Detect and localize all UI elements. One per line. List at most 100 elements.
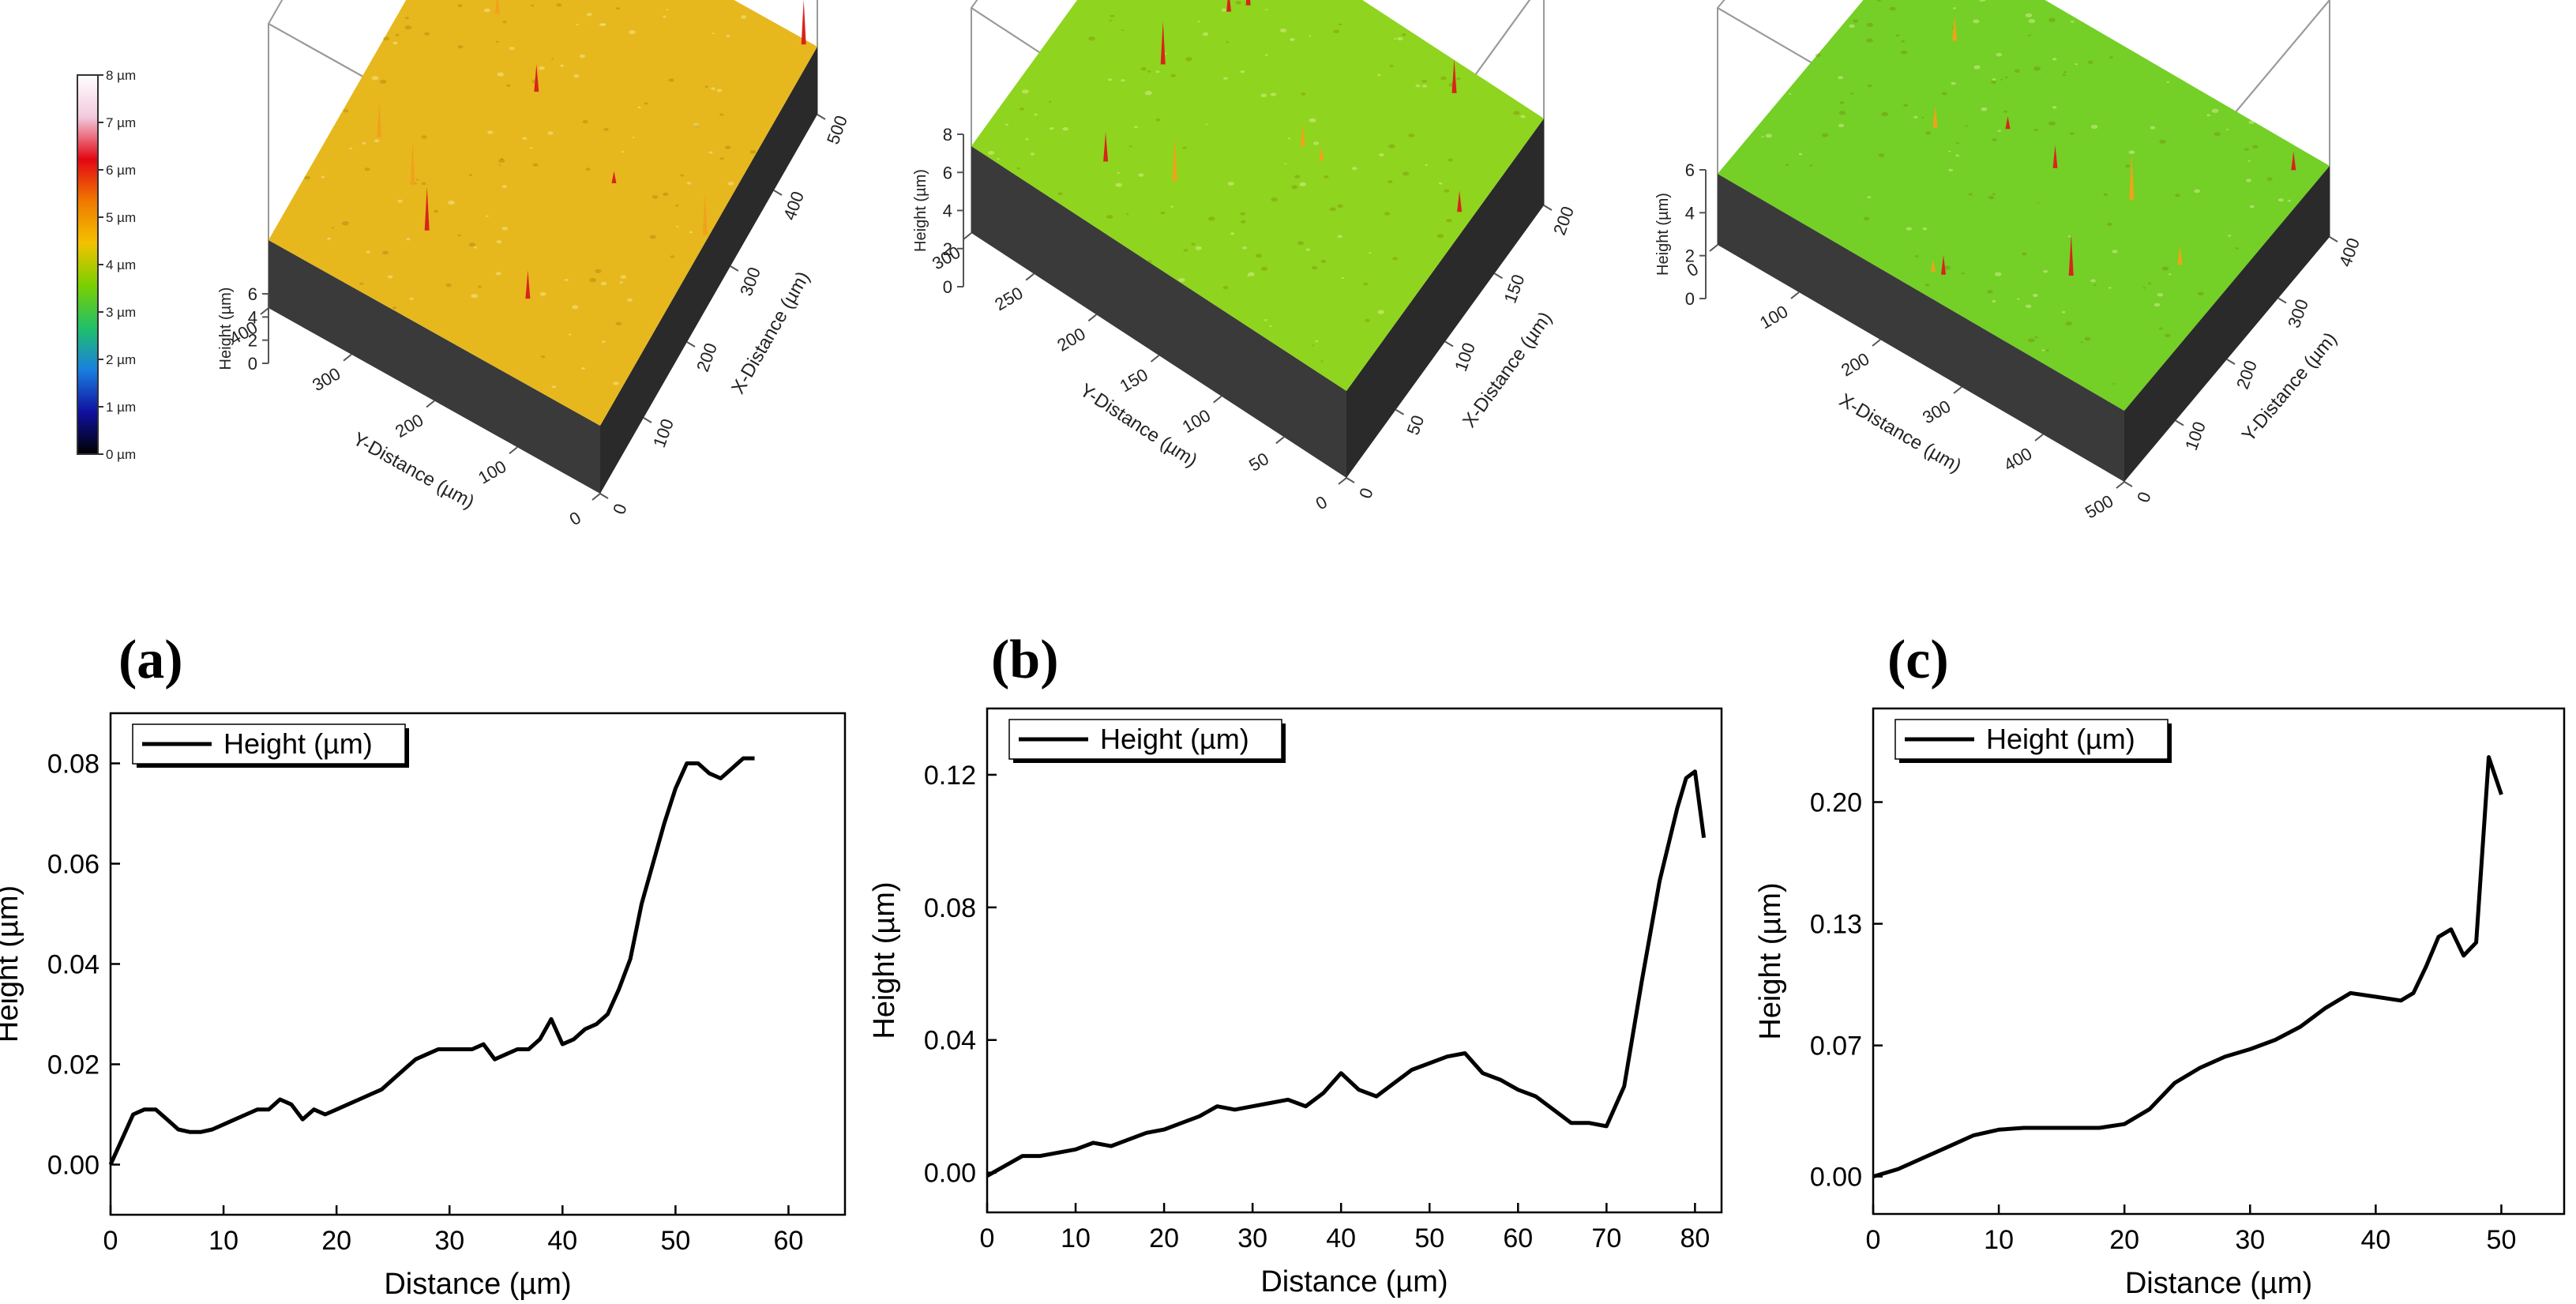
surface-speck: [1850, 92, 1854, 95]
surface-speck: [2025, 13, 2033, 17]
surface-speck: [1394, 38, 1397, 40]
surface-speck: [652, 195, 659, 199]
surface-peak: [525, 270, 531, 299]
right-axis-tick-label: 500: [823, 113, 851, 147]
surface-speck: [1973, 65, 1981, 70]
left-axis-tick-label: 200: [1053, 324, 1088, 355]
surface-speck: [2150, 126, 2156, 130]
surface-speck: [572, 305, 579, 310]
surface-texture: [304, 0, 806, 389]
surface-speck: [675, 204, 679, 207]
surface-speck: [666, 9, 669, 11]
surface-speck: [1208, 216, 1215, 221]
surface-speck: [2063, 71, 2067, 73]
surface-speck: [670, 255, 675, 258]
surface-speck: [421, 182, 426, 186]
right-axis-tick-label: 100: [649, 416, 678, 450]
x-tick-label: 0: [1866, 1225, 1881, 1255]
surface-peak: [1160, 21, 1166, 65]
surface-speck: [603, 128, 609, 131]
surface-speck: [2033, 66, 2041, 71]
surface-speck: [1397, 36, 1403, 41]
surface-peak: [1172, 135, 1177, 182]
right-axis-tick: [2175, 419, 2184, 427]
surface-speck: [2014, 69, 2020, 73]
surface-speck: [602, 23, 606, 26]
height-axis-label: Height (µm): [217, 287, 235, 370]
surface-speck: [404, 17, 410, 20]
surface-speck: [2067, 235, 2072, 238]
surface-side-wall-right: [600, 47, 817, 494]
surface-speck: [392, 306, 397, 310]
surface-speck: [1765, 133, 1773, 138]
surface-peak: [1300, 123, 1305, 146]
surface-speck: [1868, 85, 1872, 88]
surface-speck: [382, 250, 389, 255]
surface-speck: [540, 355, 546, 359]
surface-speck: [1914, 255, 1919, 257]
right-axis-tick: [1346, 477, 1355, 483]
x-tick-label: 0: [103, 1226, 118, 1256]
colorbar-tick-label: 7 µm: [106, 115, 136, 130]
surface-speck: [343, 109, 349, 113]
surface-speck: [2084, 336, 2091, 341]
surface-speck: [445, 283, 452, 287]
surface-speck: [2093, 284, 2097, 286]
colorbar-scale: [77, 74, 99, 455]
surface-speck: [2061, 310, 2066, 314]
surface-speck: [539, 66, 545, 70]
surface-peak: [2129, 152, 2135, 200]
surface-speck: [2108, 56, 2113, 59]
surface-speck: [1320, 259, 1327, 264]
surface-speck: [615, 7, 620, 10]
surface-speck: [1436, 234, 1444, 239]
right-axis-tick-label: 200: [693, 340, 721, 374]
left-axis-tick: [1872, 339, 1881, 347]
surface-speck: [556, 3, 562, 7]
surface-speck: [2168, 273, 2172, 276]
surface-speck: [1838, 76, 1844, 80]
surface-speck: [1991, 81, 1996, 85]
right-axis-tick: [773, 190, 783, 196]
surface-speck: [1925, 131, 1932, 135]
y-axis-label: Height (µm): [0, 885, 24, 1043]
surface-speck: [501, 185, 507, 189]
surface-speck: [1269, 325, 1272, 328]
surface-speck: [2070, 21, 2075, 23]
surface-speck: [1311, 265, 1318, 270]
surface-speck: [2244, 148, 2249, 151]
x-tick-label: 50: [2487, 1225, 2517, 1255]
surface-speck: [404, 25, 412, 30]
surface-speck: [1421, 85, 1428, 88]
surface-speck: [532, 163, 539, 167]
surface-speck: [1363, 282, 1369, 286]
surface-speck: [629, 30, 636, 35]
surface-peak: [611, 171, 617, 183]
surface-speck: [1951, 81, 1956, 85]
surface-speck: [379, 79, 387, 85]
surface-speck: [1408, 133, 1415, 137]
right-axis-tick: [686, 341, 696, 348]
surface-speck: [1973, 19, 1980, 24]
left-axis-tick: [2034, 434, 2044, 442]
surface-speck: [740, 15, 747, 19]
surface-peak: [534, 64, 539, 92]
right-axis-tick-label: 200: [2232, 358, 2261, 392]
colorbar-tick-label: 3 µm: [106, 305, 136, 320]
surface-speck: [1948, 150, 1951, 152]
surface-speck: [2037, 201, 2040, 204]
series-line-1: [1872, 755, 2503, 1178]
surface-speck: [1815, 53, 1821, 58]
surface-speck: [1761, 136, 1764, 138]
surface-speck: [2043, 269, 2048, 273]
colorbar-tick-label: 5 µm: [106, 210, 136, 225]
right-axis-tick: [2124, 481, 2133, 487]
surface-speck: [547, 131, 554, 135]
surface-speck: [468, 242, 476, 247]
surface-speck: [2158, 327, 2163, 330]
surface-speck: [1994, 272, 2002, 276]
surface-speck: [663, 15, 667, 18]
surface-speck: [2028, 338, 2035, 343]
surface-speck: [473, 246, 477, 249]
surface-speck: [1004, 123, 1008, 126]
